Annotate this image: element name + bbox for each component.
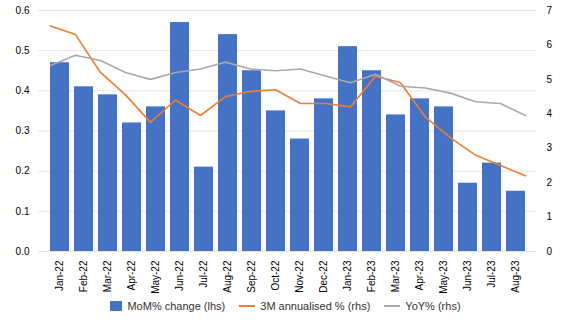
svg-text:0.4: 0.4 xyxy=(16,85,30,96)
svg-text:Apr-23: Apr-23 xyxy=(414,260,425,290)
svg-text:Aug-22: Aug-22 xyxy=(222,260,233,293)
svg-text:0.5: 0.5 xyxy=(16,45,30,56)
svg-text:May-23: May-23 xyxy=(438,260,449,294)
svg-text:7: 7 xyxy=(547,5,553,16)
svg-text:0: 0 xyxy=(547,246,553,257)
svg-text:Jul-23: Jul-23 xyxy=(486,260,497,288)
svg-text:Feb-23: Feb-23 xyxy=(366,260,377,292)
svg-text:5: 5 xyxy=(547,74,553,85)
html-text:MoM% change (lhs): MoM% change (lhs) xyxy=(127,300,226,312)
svg-text:0.3: 0.3 xyxy=(16,125,30,136)
svg-text:Sep-22: Sep-22 xyxy=(246,260,257,293)
svg-text:Jul-22: Jul-22 xyxy=(198,260,209,288)
svg-text:May-22: May-22 xyxy=(150,260,161,294)
svg-text:Jun-23: Jun-23 xyxy=(462,260,473,291)
svg-text:Mar-23: Mar-23 xyxy=(390,260,401,292)
svg-text:1: 1 xyxy=(547,211,553,222)
svg-text:Nov-22: Nov-22 xyxy=(294,260,305,293)
svg-text:4: 4 xyxy=(547,108,553,119)
svg-text:Jan-22: Jan-22 xyxy=(54,260,65,291)
svg-text:0.2: 0.2 xyxy=(16,165,30,176)
svg-text:Apr-22: Apr-22 xyxy=(126,260,137,290)
svg-text:Mar-22: Mar-22 xyxy=(102,260,113,292)
svg-text:Feb-22: Feb-22 xyxy=(78,260,89,292)
svg-text:Jan-23: Jan-23 xyxy=(342,260,353,291)
svg-text:Oct-22: Oct-22 xyxy=(270,260,281,290)
svg-text:Dec-22: Dec-22 xyxy=(318,260,329,293)
svg-text:Jun-22: Jun-22 xyxy=(174,260,185,291)
svg-text:0.1: 0.1 xyxy=(16,206,30,217)
svg-text:6: 6 xyxy=(547,39,553,50)
svg-text:0.0: 0.0 xyxy=(16,246,30,257)
svg-text:3: 3 xyxy=(547,142,553,153)
svg-text:0.6: 0.6 xyxy=(16,5,30,16)
html-text:3M annualised % (rhs): 3M annualised % (rhs) xyxy=(260,300,371,312)
html-text:YoY% (rhs): YoY% (rhs) xyxy=(405,300,461,312)
svg-text:2: 2 xyxy=(547,177,553,188)
svg-text:Aug-23: Aug-23 xyxy=(510,260,521,293)
